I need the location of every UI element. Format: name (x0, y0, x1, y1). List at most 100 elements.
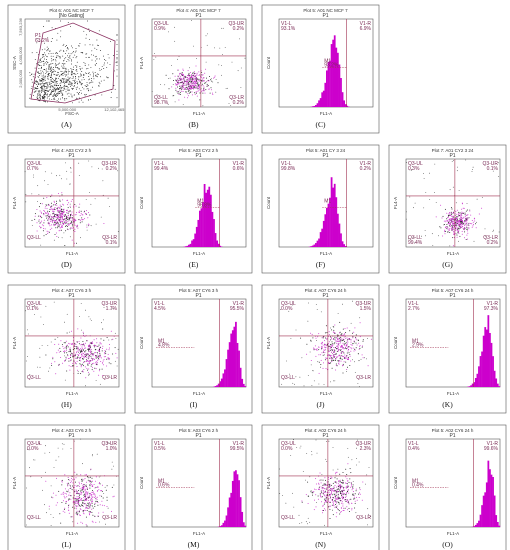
event-dot (354, 500, 356, 502)
event-dot (203, 88, 205, 90)
event-dot (195, 80, 197, 82)
histogram-bin (238, 350, 240, 387)
event-dot (54, 84, 56, 86)
event-dot (86, 86, 88, 88)
event-dot (196, 75, 198, 77)
event-dot (34, 314, 35, 315)
event-dot (334, 354, 336, 355)
event-dot (89, 353, 91, 355)
event-dot (52, 63, 54, 64)
event-dot (193, 75, 195, 76)
event-dot (77, 82, 78, 84)
event-dot (91, 351, 93, 353)
event-dot (340, 360, 342, 362)
event-dot (66, 212, 67, 214)
event-dot (191, 85, 193, 87)
event-dot (96, 44, 98, 46)
event-dot (462, 223, 464, 225)
event-dot (53, 86, 55, 88)
marker-name: V1-L (281, 21, 292, 27)
event-dot (93, 370, 95, 372)
event-dot (69, 217, 71, 219)
event-dot (335, 489, 337, 491)
event-dot (86, 487, 88, 489)
event-dot (341, 501, 343, 503)
event-dot (93, 492, 95, 494)
event-dot (324, 491, 326, 493)
p1-gate (30, 22, 116, 104)
event-dot (322, 337, 324, 339)
event-dot (50, 77, 51, 78)
event-dot (64, 507, 66, 509)
event-dot (67, 207, 69, 209)
event-dot (370, 515, 372, 517)
event-dot (102, 328, 104, 330)
y-axis-label: Count (266, 56, 271, 69)
event-dot (55, 78, 57, 80)
event-dot (89, 74, 91, 76)
event-dot (63, 78, 65, 80)
event-dot (38, 64, 40, 66)
event-dot (89, 506, 91, 508)
event-dot (343, 344, 345, 346)
event-dot (61, 78, 63, 80)
event-dot (59, 75, 61, 77)
event-dot (75, 348, 77, 350)
event-dot (329, 357, 331, 359)
event-dot (333, 380, 334, 382)
plot-subtitle: P1 (322, 293, 328, 299)
histogram-bin (493, 370, 496, 387)
x-axis-label: FL1-A (320, 251, 332, 256)
event-dot (354, 498, 356, 500)
event-dot (50, 75, 52, 77)
event-dot (85, 516, 87, 518)
event-dot (102, 484, 103, 486)
event-dot (69, 484, 71, 486)
event-dot (75, 48, 77, 49)
histogram-bin (310, 246, 313, 247)
event-dot (167, 103, 169, 105)
event-dot (88, 480, 90, 482)
event-dot (207, 79, 209, 81)
event-dot (61, 63, 63, 65)
histogram-bin (316, 240, 319, 247)
event-dot (90, 320, 92, 321)
event-dot (45, 215, 47, 217)
histogram-bin (233, 471, 236, 527)
event-dot (455, 223, 457, 225)
event-dot (64, 474, 66, 476)
event-dot (68, 505, 69, 507)
event-dot (341, 493, 343, 495)
event-dot (345, 347, 346, 349)
event-dot (323, 483, 325, 485)
event-dot (53, 67, 54, 68)
event-dot (80, 52, 82, 54)
event-dot (316, 340, 317, 341)
event-dot (466, 227, 468, 228)
event-dot (63, 43, 65, 45)
event-dot (67, 214, 69, 216)
event-dot (63, 224, 65, 225)
event-dot (72, 218, 74, 220)
histogram-bin (244, 386, 247, 387)
event-dot (336, 490, 338, 492)
event-dot (71, 74, 72, 75)
event-dot (330, 478, 332, 479)
event-dot (85, 94, 87, 95)
marker-name: V1-R (487, 301, 499, 307)
event-dot (48, 505, 50, 507)
histogram-bin (202, 202, 204, 247)
event-dot (321, 496, 323, 498)
event-dot (328, 354, 330, 356)
event-dot (346, 337, 348, 339)
event-dot (294, 383, 295, 385)
event-dot (91, 50, 93, 52)
event-dot (448, 214, 450, 216)
event-dot (88, 82, 90, 84)
event-dot (342, 472, 344, 473)
event-dot (456, 233, 458, 235)
histogram-bin (478, 520, 480, 527)
histogram-bin (316, 103, 319, 107)
event-dot (328, 500, 330, 502)
event-dot (320, 479, 322, 481)
